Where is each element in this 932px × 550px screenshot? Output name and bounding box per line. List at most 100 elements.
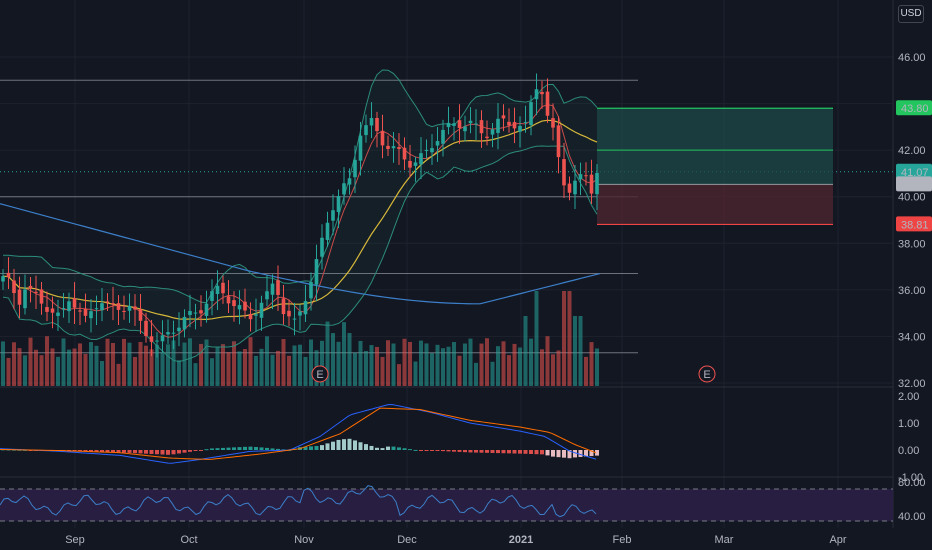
candle-body: [397, 147, 401, 149]
volume-bar: [111, 343, 115, 386]
macd-histogram-bar: [83, 450, 88, 452]
candle-body: [402, 147, 407, 160]
macd-histogram-bar: [358, 442, 363, 450]
candle-body: [72, 298, 77, 308]
candle-body: [518, 125, 522, 132]
volume-bar: [386, 340, 390, 386]
time-tick-label: Oct: [180, 534, 197, 546]
macd-histogram-bar: [78, 450, 82, 452]
volume-bar: [303, 356, 308, 386]
volume-bar: [424, 343, 429, 386]
macd-histogram-bar: [204, 449, 209, 451]
volume-bar: [248, 337, 253, 386]
candle-body: [17, 289, 22, 305]
volume-bar: [1, 341, 5, 386]
candle-body: [320, 237, 324, 257]
volume-bar: [523, 316, 528, 386]
macd-histogram-bar: [177, 450, 181, 454]
volume-bar: [72, 348, 77, 386]
candle-body: [347, 178, 352, 185]
candle-body: [259, 302, 264, 318]
candle-body: [248, 313, 253, 320]
candle-body: [292, 318, 297, 320]
time-axis[interactable]: Sep Oct Nov Dec 2021 Feb Mar Apr: [0, 528, 932, 550]
volume-bar: [474, 362, 478, 386]
volume-bar: [529, 338, 533, 386]
price-label-badge: [896, 216, 932, 232]
candle-body: [105, 301, 110, 303]
volume-bar: [34, 349, 38, 386]
macd-histogram-bar: [254, 446, 258, 450]
rsi-line: [0, 485, 597, 518]
macd-histogram-bar: [193, 450, 198, 451]
macd-histogram-bar: [122, 450, 126, 453]
candle-body: [193, 312, 198, 314]
macd-histogram-bar: [479, 450, 484, 453]
price-label-badge: [896, 100, 932, 116]
volume-bar: [578, 316, 583, 386]
macd-histogram-bar: [457, 450, 462, 452]
candle-body: [589, 174, 594, 194]
volume-bar: [391, 343, 396, 386]
volume-bar: [353, 352, 357, 386]
volume-bar: [292, 345, 297, 386]
volume-bar: [457, 355, 462, 386]
price-candles[interactable]: [1, 73, 599, 358]
volume-bar: [265, 336, 269, 386]
candle-body: [23, 289, 27, 309]
macd-histogram-bar: [232, 447, 236, 450]
volume-bar: [232, 341, 236, 386]
candle-body: [61, 308, 66, 310]
volume-bar: [188, 338, 192, 386]
macd-histogram-bar: [595, 450, 599, 456]
candle-body: [138, 309, 143, 321]
price-axis[interactable]: 46.00 42.00 40.00 38.00 36.00 34.00 32.00 43.80…: [896, 52, 932, 523]
macd-histogram-bar: [336, 439, 341, 450]
signal-line: [0, 407, 597, 460]
candle-body: [281, 298, 286, 315]
volume-bar: [573, 316, 577, 386]
macd-line: [0, 404, 597, 464]
candle-body: [226, 296, 231, 304]
price-label-text: 38.81: [901, 219, 929, 231]
macd-histogram-bar: [259, 447, 264, 450]
candle-body: [529, 102, 533, 125]
volume-bar: [116, 363, 121, 386]
time-tick-label: Sep: [65, 534, 85, 546]
macd-histogram-bar: [529, 450, 533, 455]
candle-body: [100, 303, 104, 311]
candle-body: [28, 285, 33, 289]
macd-histogram-bar: [215, 448, 220, 450]
currency-button[interactable]: USD: [898, 5, 924, 23]
macd-histogram-bar: [270, 448, 275, 450]
candle-body: [573, 180, 577, 195]
candle-body: [166, 332, 170, 335]
earnings-marker-label: E: [703, 369, 710, 381]
candle-body: [116, 303, 121, 310]
volume-bar: [402, 338, 407, 386]
macd-histogram-bar: [501, 450, 506, 454]
earnings-marker: [311, 365, 329, 383]
candle-body: [298, 311, 302, 316]
macd-pane[interactable]: [0, 404, 599, 464]
volume-bar: [435, 344, 440, 386]
volume-bar: [28, 337, 33, 386]
candle-body: [457, 120, 462, 128]
macd-histogram-bar: [265, 447, 269, 450]
earnings-marker-label: E: [316, 369, 323, 381]
candle-body: [375, 117, 379, 132]
candle-body: [595, 173, 599, 195]
macd-histogram-bar: [402, 448, 407, 450]
candle-body: [463, 126, 467, 132]
candle-body: [204, 303, 209, 316]
volume-bar: [61, 338, 66, 386]
rsi-pane[interactable]: [0, 485, 893, 522]
macd-histogram-bar: [237, 447, 242, 450]
volume-bar: [507, 355, 511, 386]
macd-histogram-bar: [166, 450, 170, 455]
volume-bar: [17, 348, 22, 386]
volume-bar: [501, 341, 506, 386]
long-position-tool[interactable]: [597, 107, 833, 226]
